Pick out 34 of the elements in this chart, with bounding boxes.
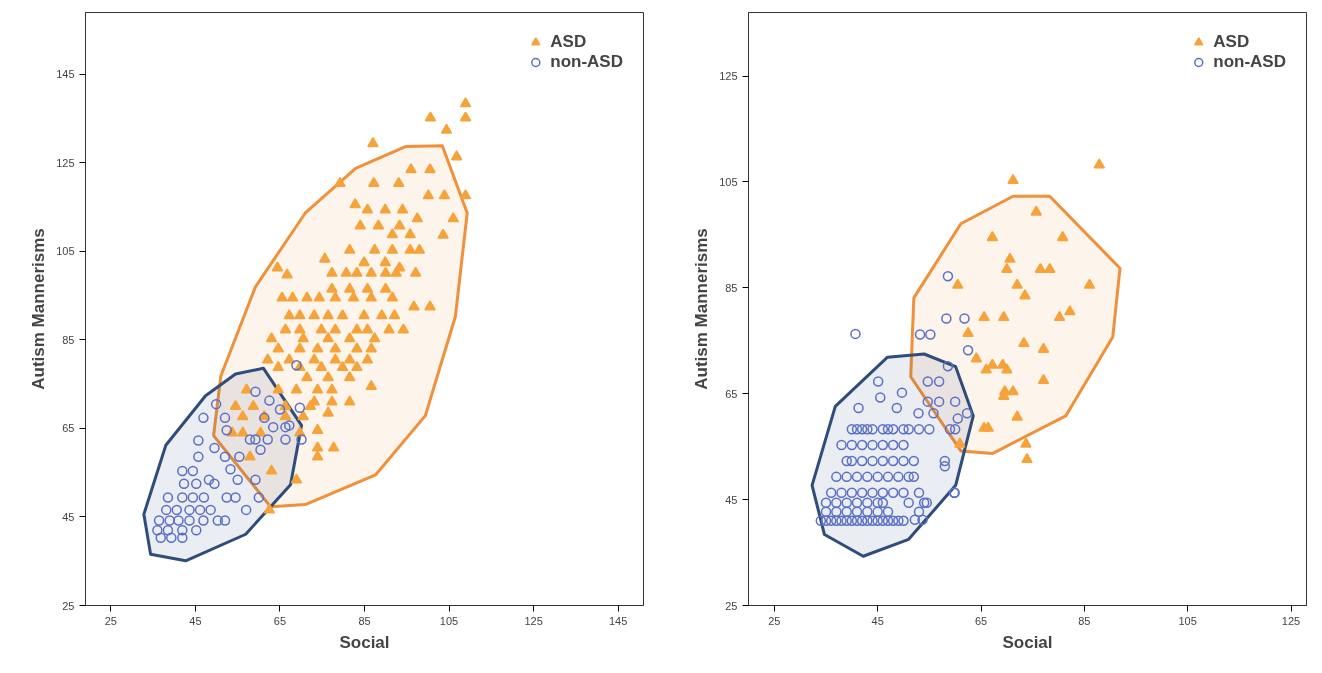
x-tick-label: 125 bbox=[524, 614, 543, 627]
y-tick-label: 105 bbox=[719, 175, 738, 188]
x-tick-label: 145 bbox=[608, 614, 628, 627]
y-tick-label: 125 bbox=[719, 70, 738, 83]
x-tick-label: 65 bbox=[273, 614, 287, 627]
legend-label: non-ASD bbox=[550, 52, 623, 72]
x-axis-title: Social bbox=[339, 632, 390, 652]
y-tick-label: 85 bbox=[62, 333, 75, 346]
x-tick-label: 25 bbox=[768, 614, 781, 627]
x-axis-title: Social bbox=[1002, 632, 1053, 652]
x-tick-label: 105 bbox=[1178, 614, 1197, 627]
y-tick-label: 65 bbox=[62, 422, 75, 435]
y-tick-label: 45 bbox=[725, 493, 738, 506]
x-tick-label: 45 bbox=[871, 614, 884, 627]
y-tick-label: 25 bbox=[62, 599, 75, 612]
y-tick-label: 25 bbox=[725, 599, 738, 612]
x-tick-label: 105 bbox=[439, 614, 459, 627]
y-tick-label: 145 bbox=[56, 68, 75, 81]
y-axis-title: Autism Mannerisms bbox=[692, 228, 712, 390]
y-tick-label: 45 bbox=[62, 510, 75, 523]
legend-label: non-ASD bbox=[1213, 52, 1286, 72]
x-tick-label: 125 bbox=[1281, 614, 1301, 627]
y-tick-label: 65 bbox=[725, 387, 738, 400]
y-tick-label: 105 bbox=[56, 245, 75, 258]
x-tick-label: 45 bbox=[189, 614, 202, 627]
legend-label: ASD bbox=[1213, 32, 1250, 52]
x-tick-label: 85 bbox=[358, 614, 371, 627]
x-tick-label: 25 bbox=[104, 614, 117, 627]
x-tick-label: 65 bbox=[974, 614, 988, 627]
y-tick-label: 125 bbox=[56, 156, 75, 169]
x-tick-label: 85 bbox=[1078, 614, 1091, 627]
y-axis-title: Autism Mannerisms bbox=[29, 228, 49, 390]
legend-label: ASD bbox=[550, 32, 587, 52]
y-tick-label: 85 bbox=[725, 281, 738, 294]
